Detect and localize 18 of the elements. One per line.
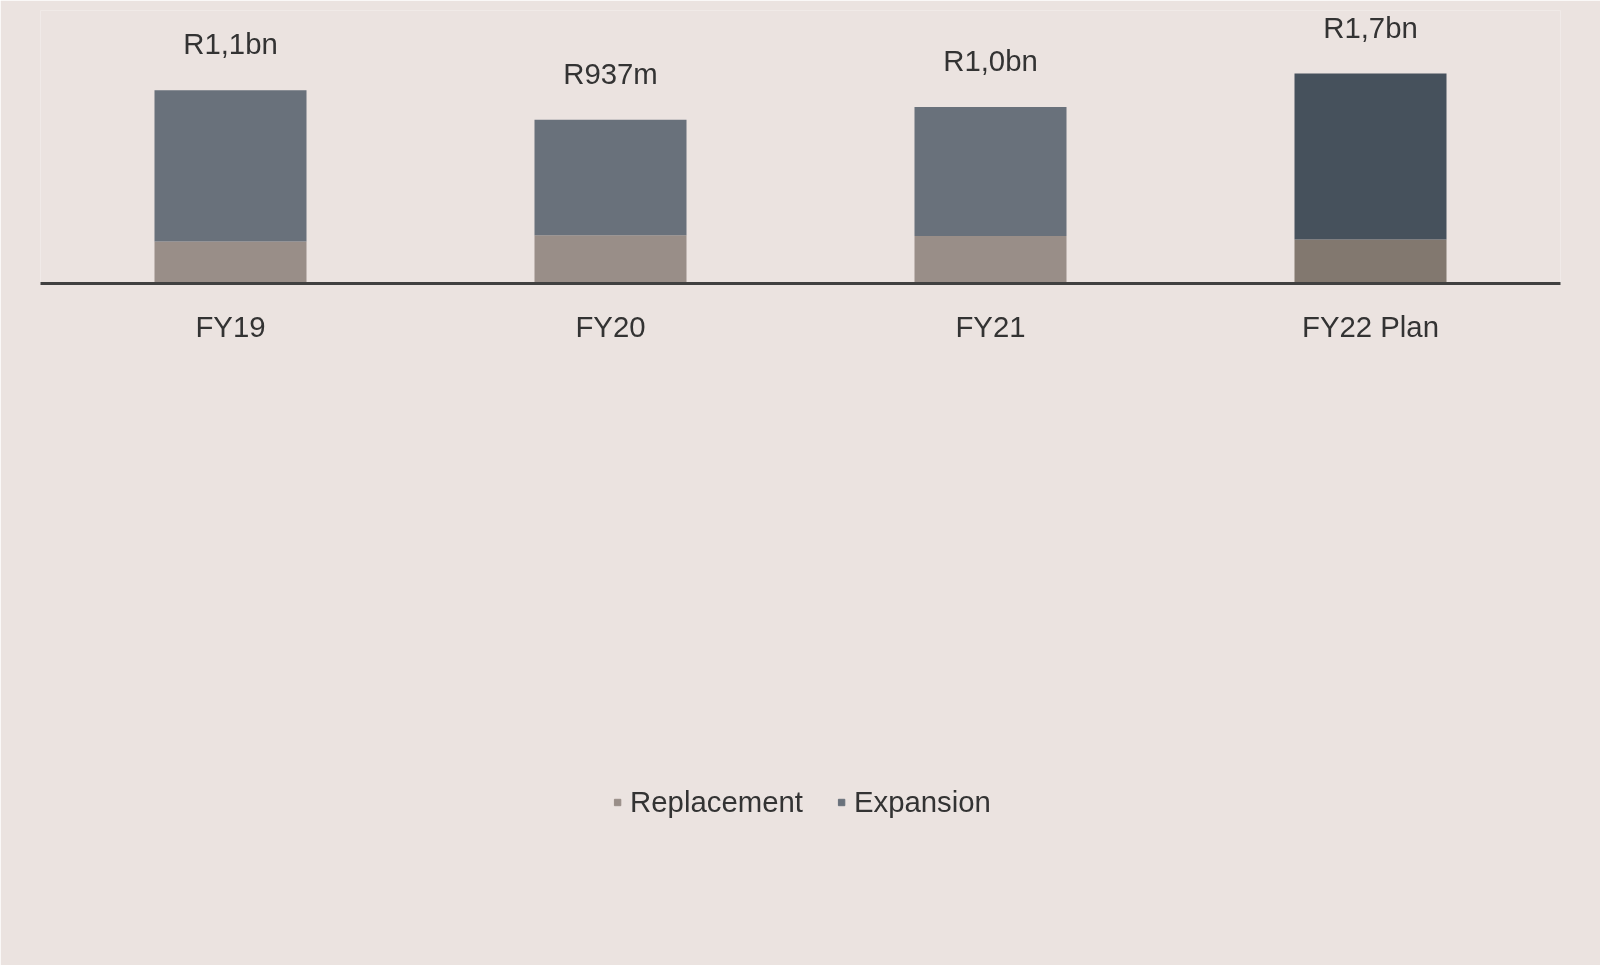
- x-tick-label: FY22 Plan: [1302, 309, 1439, 343]
- bar: [914, 107, 1067, 237]
- bar: [154, 241, 307, 284]
- total-label: R1,1bn: [183, 27, 278, 61]
- bar: [1294, 73, 1447, 240]
- bar: [914, 236, 1067, 284]
- bar: [154, 90, 307, 242]
- x-tick-label: FY19: [195, 309, 266, 343]
- bar: [1294, 239, 1447, 284]
- x-tick-label: FY21: [955, 309, 1026, 343]
- total-label: R937m: [563, 56, 658, 90]
- legend-label: Replacement: [630, 784, 803, 819]
- total-label: R1,7bn: [1323, 10, 1418, 44]
- legend-label: Expansion: [853, 784, 991, 819]
- total-label: R1,0bn: [943, 44, 1038, 78]
- x-tick-label: FY20: [575, 309, 646, 343]
- bar: [534, 235, 687, 284]
- bar: [534, 119, 687, 236]
